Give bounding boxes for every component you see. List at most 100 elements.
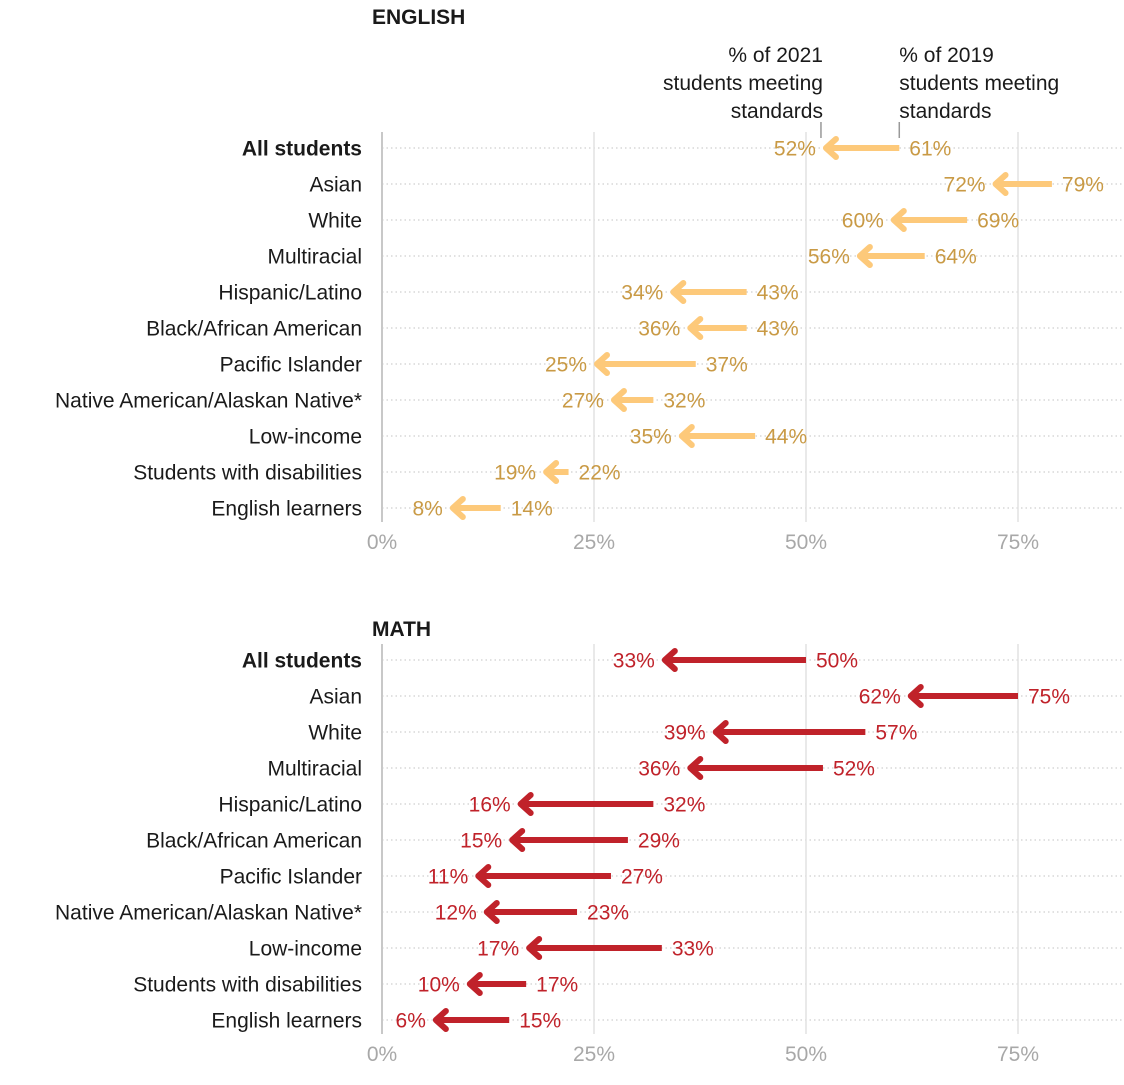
panel-english-tick-label: 25% (573, 531, 615, 554)
panel-english-category-label: Native American/Alaskan Native* (55, 390, 362, 413)
panel-english-arrow-head (687, 316, 704, 340)
panel-math-value-2019: 50% (816, 650, 858, 673)
panel-math-value-2019: 17% (536, 974, 578, 997)
panel-english-value-2021: 60% (842, 210, 884, 233)
panel-math-value-2019: 52% (833, 758, 875, 781)
panel-math-value-2021: 33% (613, 650, 655, 673)
panel-math-category-label: Black/African American (146, 830, 362, 853)
panel-english-title: ENGLISH (372, 6, 465, 29)
panel-english-category-label: Multiracial (267, 246, 362, 269)
panel-math-arrow-head (517, 792, 534, 816)
panel-math-value-2021: 11% (428, 866, 468, 889)
panel-english-value-2019: 69% (977, 210, 1019, 233)
panel-english-arrow-head (890, 208, 907, 232)
panel-english-tick-label: 50% (785, 531, 827, 554)
panel-math-category-label: Native American/Alaskan Native* (55, 902, 362, 925)
panel-math-value-2021: 39% (664, 722, 706, 745)
panel-math-value-2021: 17% (477, 938, 519, 961)
panel-math-tick-label: 25% (573, 1043, 615, 1066)
panel-english-category-label: White (308, 210, 362, 233)
panel-math-value-2019: 23% (587, 902, 629, 925)
panel-math-tick-label: 0% (367, 1043, 397, 1066)
panel-english-category-label: English learners (211, 498, 362, 521)
panel-math-value-2019: 57% (875, 722, 917, 745)
panel-math-title: MATH (372, 618, 431, 641)
panel-english-value-2021: 56% (808, 246, 850, 269)
panel-english-arrow-head (610, 388, 627, 412)
panel-math-arrow-head (466, 972, 483, 996)
panel-math-arrow-head (526, 936, 543, 960)
panel-math-arrow-head (509, 828, 526, 852)
panel-math-category-label: Hispanic/Latino (218, 794, 362, 817)
panel-math-value-2021: 10% (418, 974, 460, 997)
panel-math-category-label: White (308, 722, 362, 745)
panel-english-value-2019: 61% (909, 138, 951, 161)
panel-english-arrow-head (992, 172, 1009, 196)
panel-math-category-label: Low-income (249, 938, 362, 961)
panel-english-value-2021: 52% (774, 138, 816, 161)
panel-english-value-2021: 25% (545, 354, 587, 377)
panel-math-arrow-head (712, 720, 729, 744)
panel-math-value-2021: 16% (469, 794, 511, 817)
panel-math-category-label: All students (242, 650, 362, 673)
panel-math-arrow-head (661, 648, 678, 672)
panel-math-arrow-head (475, 864, 492, 888)
panel-english-value-2019: 64% (935, 246, 977, 269)
panel-english-arrow-head (678, 424, 695, 448)
panel-english-tick-label: 0% (367, 531, 397, 554)
panel-math-arrow-head (432, 1008, 449, 1032)
panel-english-category-label: Hispanic/Latino (218, 282, 362, 305)
panel-math-value-2019: 32% (663, 794, 705, 817)
panel-english-value-2019: 43% (757, 282, 799, 305)
panel-english-arrow-head (822, 136, 839, 160)
panel-math-category-label: Asian (309, 686, 362, 709)
annotation-2019-line: % of 2019 (899, 44, 994, 67)
panel-english-value-2021: 35% (630, 426, 672, 449)
panel-math-arrow-head (907, 684, 924, 708)
panel-math-arrow-head (483, 900, 500, 924)
panel-math-value-2021: 6% (396, 1010, 426, 1033)
panel-math-value-2019: 29% (638, 830, 680, 853)
panel-math-arrow-head (687, 756, 704, 780)
annotation-2021-line: % of 2021 (728, 44, 823, 67)
panel-english-tick-label: 75% (997, 531, 1039, 554)
panel-math-value-2021: 15% (460, 830, 502, 853)
panel-english-category-label: Asian (309, 174, 362, 197)
panel-math-value-2021: 12% (435, 902, 477, 925)
panel-english-category-label: All students (242, 138, 362, 161)
panel-math-value-2021: 36% (638, 758, 680, 781)
panel-english-arrow-head (449, 496, 466, 520)
panel-english-value-2021: 8% (412, 498, 442, 521)
panel-english-value-2019: 37% (706, 354, 748, 377)
panel-english-value-2019: 32% (663, 390, 705, 413)
panel-english-arrow-head (670, 280, 687, 304)
panel-english-value-2019: 22% (579, 462, 621, 485)
panel-english-value-2021: 36% (638, 318, 680, 341)
panel-math-tick-label: 50% (785, 1043, 827, 1066)
panel-english-value-2019: 44% (765, 426, 807, 449)
panel-math-tick-label: 75% (997, 1043, 1039, 1066)
panel-english-category-label: Black/African American (146, 318, 362, 341)
panel-math-value-2021: 62% (859, 686, 901, 709)
panel-english-value-2019: 14% (511, 498, 553, 521)
panel-math-category-label: Pacific Islander (220, 866, 362, 889)
panel-math-category-label: English learners (211, 1010, 362, 1033)
panel-math-category-label: Multiracial (267, 758, 362, 781)
panel-math-value-2019: 75% (1028, 686, 1070, 709)
panel-english-category-label: Students with disabilities (133, 462, 362, 485)
panel-english-category-label: Low-income (249, 426, 362, 449)
panel-math-value-2019: 33% (672, 938, 714, 961)
panel-english-value-2021: 34% (621, 282, 663, 305)
panel-english-value-2019: 43% (757, 318, 799, 341)
panel-english-arrow-head (856, 244, 873, 268)
panel-english-value-2019: 79% (1062, 174, 1104, 197)
panel-english-arrow-head (594, 352, 610, 376)
annotation-2021-line: students meeting (663, 72, 823, 95)
panel-english-arrow-head (543, 460, 560, 484)
panel-english-value-2021: 27% (562, 390, 604, 413)
annotation-2019-line: students meeting (899, 72, 1059, 95)
panel-english-value-2021: 19% (494, 462, 536, 485)
panel-math-value-2019: 27% (621, 866, 663, 889)
panel-math-category-label: Students with disabilities (133, 974, 362, 997)
